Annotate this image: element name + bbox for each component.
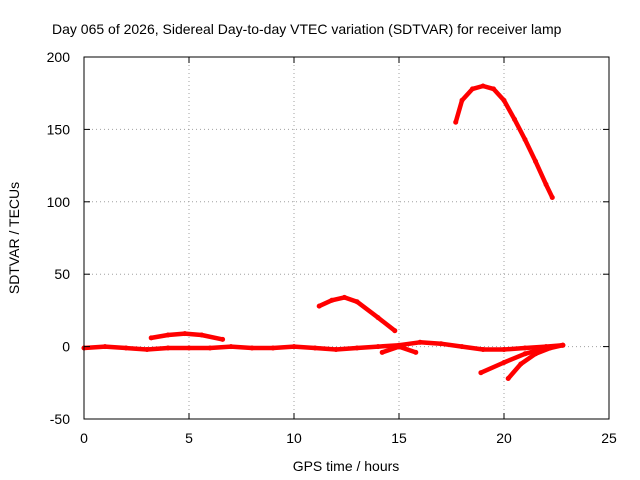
data-point — [220, 336, 226, 342]
x-tick-label: 10 — [286, 430, 302, 446]
data-point — [123, 345, 129, 351]
series-arc-c — [453, 83, 555, 200]
data-point — [375, 315, 381, 321]
chart-title: Day 065 of 2026, Sidereal Day-to-day VTE… — [52, 21, 562, 37]
data-point — [453, 119, 459, 125]
series-hook-3 — [379, 344, 419, 355]
data-point — [148, 335, 154, 341]
data-point — [501, 360, 507, 365]
data-point — [533, 351, 538, 357]
data-point — [249, 345, 255, 351]
data-point — [329, 297, 335, 303]
data-point — [102, 344, 108, 350]
x-axis-title: GPS time / hours — [293, 458, 400, 474]
data-point — [501, 97, 507, 103]
data-point — [480, 347, 486, 352]
series-arc-b — [316, 294, 398, 334]
data-point — [522, 345, 528, 351]
data-point — [182, 331, 188, 337]
data-point — [491, 86, 496, 92]
tick-layer: 0 5 10 15 20 25 -50 0 50 100 150 200 — [47, 49, 617, 446]
data-point — [316, 303, 322, 309]
data-point — [549, 195, 555, 200]
data-point — [354, 345, 360, 351]
data-point — [512, 116, 517, 122]
x-tick-label: 15 — [391, 430, 407, 446]
data-point — [165, 332, 171, 338]
data-point — [354, 299, 360, 305]
data-point — [199, 332, 205, 338]
data-point — [144, 347, 150, 352]
data-point — [186, 345, 192, 351]
data-point — [207, 345, 213, 351]
data-point — [312, 345, 318, 351]
data-point — [341, 294, 347, 300]
plot-frame — [83, 56, 610, 420]
data-point — [392, 328, 398, 334]
series-hook-2 — [505, 342, 566, 381]
data-point — [470, 86, 475, 92]
data-point — [333, 347, 339, 352]
series-baseline — [81, 339, 566, 352]
grid-layer — [84, 57, 609, 419]
data-point — [560, 342, 566, 348]
data-point — [396, 344, 402, 350]
y-tick-label: 50 — [54, 266, 70, 282]
data-point — [417, 339, 423, 345]
data-point — [518, 361, 524, 367]
y-tick-label: -50 — [50, 411, 70, 427]
data-point — [478, 370, 484, 376]
data-point — [501, 347, 507, 352]
y-tick-label: 150 — [47, 121, 71, 137]
data-point — [291, 344, 297, 350]
series-line-baseline — [81, 340, 566, 352]
data-point — [480, 83, 486, 89]
data-point — [165, 345, 171, 351]
data-point — [413, 349, 419, 355]
data-point — [459, 344, 465, 350]
x-tick-label: 5 — [185, 430, 193, 446]
data-point — [438, 341, 444, 347]
data-point — [505, 376, 511, 381]
data-point — [547, 345, 553, 351]
data-point — [270, 345, 276, 351]
data-point — [459, 97, 465, 103]
data-point — [533, 158, 538, 164]
series-arc-a — [148, 331, 226, 342]
data-point — [228, 344, 234, 350]
y-axis-title: SDTVAR / TECUs — [6, 182, 22, 294]
x-tick-label: 25 — [601, 430, 617, 446]
y-tick-label: 100 — [47, 194, 71, 210]
data-point — [522, 351, 528, 357]
x-tick-label: 20 — [496, 430, 512, 446]
data-point — [522, 137, 528, 142]
data-point — [543, 181, 549, 187]
data-point — [379, 349, 385, 355]
y-tick-label: 200 — [47, 49, 71, 65]
data-point — [375, 344, 381, 350]
series-layer — [81, 83, 566, 381]
y-tick-label: 0 — [62, 339, 70, 355]
x-tick-label: 0 — [80, 430, 88, 446]
